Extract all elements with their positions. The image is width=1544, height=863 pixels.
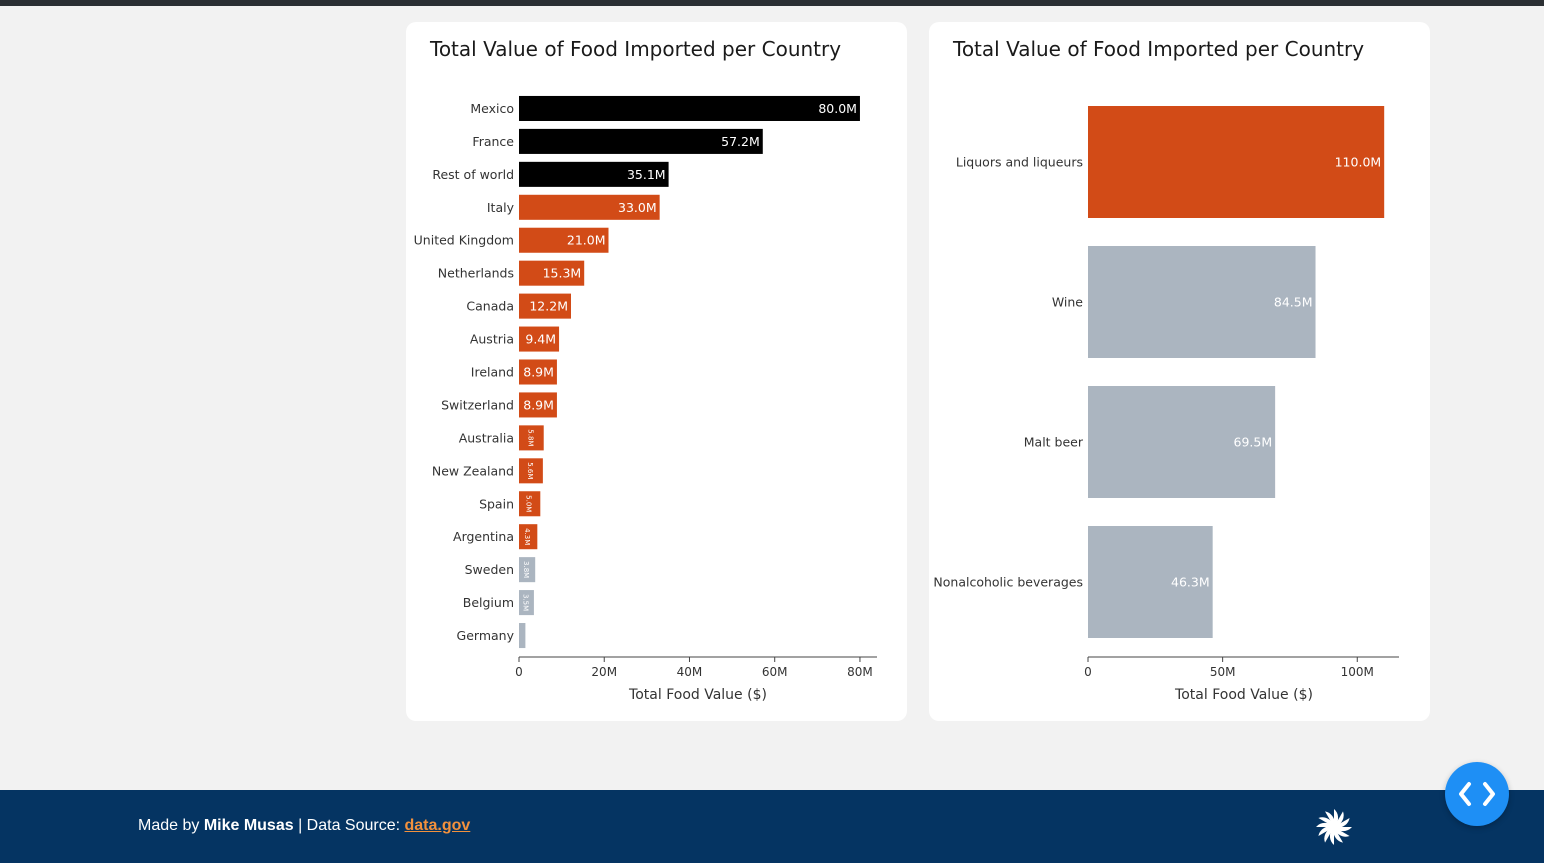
x-tick-label: 0 — [515, 665, 523, 679]
logo-blade — [1333, 827, 1350, 837]
x-tick-label: 40M — [677, 665, 703, 679]
logo-blade — [1324, 826, 1334, 843]
data-label: 33.0M — [618, 200, 657, 215]
category-label: Switzerland — [441, 397, 514, 412]
bar — [1088, 106, 1385, 218]
category-label: Austria — [470, 332, 514, 347]
logo-blade — [1334, 811, 1344, 828]
category-label: Netherlands — [438, 266, 514, 281]
category-label: Sweden — [465, 562, 514, 577]
data-label: 46.3M — [1171, 575, 1210, 590]
bar — [519, 194, 660, 220]
category-label: Rest of world — [432, 167, 514, 182]
footer-credits: Made by Mike Musas | Data Source: data.g… — [138, 817, 470, 835]
category-label: Liquors and liqueurs — [956, 155, 1083, 170]
bar — [519, 458, 543, 484]
category-label: Argentina — [453, 529, 514, 544]
category-label: Nonalcoholic beverages — [933, 575, 1083, 590]
bar — [519, 326, 560, 352]
logo-blade — [1318, 825, 1334, 836]
bar — [519, 392, 557, 418]
x-tick-label: 20M — [591, 665, 617, 679]
data-label: 21.0M — [567, 233, 606, 248]
category-bar-chart: Liquors and liqueurs 110.0M Wine 84.5M Malt … — [933, 106, 1399, 703]
category-label: Australia — [459, 430, 514, 445]
category-label: France — [472, 134, 514, 149]
category-label: Italy — [487, 200, 515, 215]
bar — [519, 161, 669, 187]
bar — [519, 623, 526, 649]
data-source-link[interactable]: data.gov — [404, 817, 471, 834]
author-name: Mike Musas — [203, 817, 294, 834]
code-toggle-button[interactable] — [1445, 762, 1509, 826]
data-label: 5.0M — [525, 495, 533, 512]
data-label: 69.5M — [1234, 435, 1273, 450]
bar — [519, 491, 541, 517]
bar — [519, 95, 860, 121]
category-label: Mexico — [470, 101, 514, 116]
data-label: 9.4M — [525, 332, 556, 347]
bar — [519, 227, 609, 253]
x-tick-label: 60M — [762, 665, 788, 679]
data-label: 15.3M — [543, 266, 582, 281]
bar — [519, 128, 763, 154]
category-label: Wine — [1052, 295, 1083, 310]
data-label: 3.5M — [521, 594, 529, 611]
data-label: 35.1M — [627, 167, 666, 182]
bar — [519, 557, 536, 583]
made-by-label: Made by — [138, 817, 204, 834]
category-label: United Kingdom — [414, 233, 514, 248]
data-label: 84.5M — [1274, 295, 1313, 310]
chart-card-countries: Total Value of Food Imported per Country… — [406, 22, 907, 721]
x-axis-label: Total Food Value ($) — [1174, 687, 1313, 703]
x-tick-label: 100M — [1341, 665, 1374, 679]
category-label: Spain — [479, 496, 514, 511]
data-label: 80.0M — [818, 101, 857, 116]
chart-card-categories: Total Value of Food Imported per Country… — [929, 22, 1430, 721]
category-label: Malt beer — [1024, 435, 1084, 450]
data-label: 4.3M — [523, 528, 531, 545]
pinwheel-logo-icon[interactable] — [1314, 807, 1354, 847]
source-label: | Data Source: — [293, 817, 405, 834]
bar — [519, 425, 544, 451]
country-bar-chart: Mexico 80.0M France 57.2M Rest of world 35.1M… — [414, 95, 877, 703]
category-label: Canada — [466, 299, 514, 314]
category-label: New Zealand — [432, 463, 514, 478]
chart-title: Total Value of Food Imported per Country — [953, 37, 1365, 61]
category-label: Ireland — [471, 365, 514, 380]
data-label: 8.9M — [523, 365, 554, 380]
x-tick-label: 50M — [1210, 665, 1236, 679]
top-bar — [0, 0, 1544, 6]
bar — [519, 293, 571, 319]
x-tick-label: 80M — [847, 665, 873, 679]
data-label: 3.8M — [522, 561, 530, 578]
bar — [1088, 246, 1316, 358]
data-label: 57.2M — [721, 134, 760, 149]
logo-blade — [1332, 827, 1343, 843]
data-label: 5.6M — [526, 462, 534, 479]
logo-blade — [1334, 818, 1350, 829]
x-tick-label: 0 — [1084, 665, 1092, 679]
category-label: Germany — [457, 628, 515, 643]
code-toggle-icon — [1459, 782, 1495, 806]
bar — [519, 260, 585, 286]
category-label: Belgium — [463, 595, 514, 610]
bar — [519, 590, 534, 616]
data-label: 5.8M — [526, 429, 534, 446]
data-label: 12.2M — [529, 299, 568, 314]
data-label: 110.0M — [1335, 155, 1382, 170]
x-axis-label: Total Food Value ($) — [628, 687, 767, 703]
bar — [519, 359, 557, 385]
chart-title: Total Value of Food Imported per Country — [430, 37, 842, 61]
footer: Made by Mike Musas | Data Source: data.g… — [0, 790, 1544, 863]
logo-blade — [1318, 817, 1335, 827]
bar — [1088, 526, 1213, 638]
data-label: 8.9M — [523, 397, 554, 412]
bar — [1088, 386, 1276, 498]
logo-blade — [1325, 811, 1336, 827]
bar — [519, 524, 538, 550]
